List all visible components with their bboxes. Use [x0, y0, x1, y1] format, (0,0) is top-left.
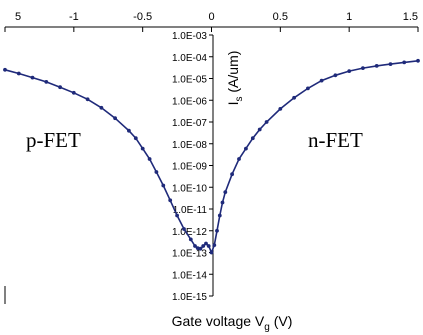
data-point: [193, 244, 197, 248]
y-tick-label: 1.0E-08: [172, 140, 207, 151]
x-tick-label: 0: [208, 11, 214, 23]
y-tick-label: 1.0E-11: [173, 205, 208, 216]
data-point: [154, 170, 159, 174]
data-point: [217, 213, 222, 218]
data-point: [306, 86, 310, 91]
y-tick-label: 1.0E-04: [172, 53, 207, 64]
data-point: [347, 69, 352, 73]
data-point: [230, 172, 235, 177]
x-tick-label: 1: [346, 11, 352, 23]
data-point: [188, 237, 193, 242]
y-tick-label: 1.0E-14: [172, 270, 207, 281]
data-point: [30, 75, 35, 80]
data-point: [71, 90, 76, 95]
y-tick-label: 1.0E-13: [172, 249, 207, 260]
data-point: [58, 85, 62, 90]
data-point: [333, 73, 338, 78]
data-point: [133, 136, 138, 141]
y-tick-label: 1.0E-07: [172, 118, 207, 129]
data-point: [416, 58, 420, 63]
x-tick-label: 0.5: [273, 11, 288, 23]
data-point: [99, 105, 104, 110]
y-tick-label: 1.0E-06: [172, 96, 207, 107]
data-point: [198, 246, 203, 251]
data-point: [113, 116, 117, 121]
y-tick-label: 1.0E-12: [172, 227, 207, 238]
x-tick-label: -1: [69, 11, 79, 23]
y-tick-label: 1.0E-03: [172, 31, 207, 42]
x-tick-label: 1.5: [403, 11, 418, 23]
data-point: [388, 62, 393, 66]
data-point: [16, 71, 21, 76]
data-point: [250, 136, 255, 141]
data-point: [212, 243, 217, 248]
data-point: [264, 120, 269, 124]
data-point: [374, 64, 379, 68]
x-axis: 5 -1 -0.5 0 0.5 1 1.5: [4, 11, 419, 32]
x-axis-title: Gate voltage Vg (V): [172, 313, 293, 333]
data-point: [257, 127, 262, 132]
data-point: [292, 95, 296, 100]
data-point: [175, 213, 180, 218]
data-point: [182, 227, 186, 231]
data-point: [209, 250, 214, 255]
data-point: [206, 244, 211, 248]
y-tick-label: 1.0E-05: [172, 75, 207, 86]
data-point: [223, 190, 228, 195]
data-point: [126, 128, 131, 133]
p-fet-label: p-FET: [26, 128, 81, 152]
data-point: [278, 107, 283, 111]
data-point: [204, 241, 208, 246]
y-tick-label: 1.0E-09: [172, 162, 207, 173]
data-point: [244, 146, 248, 151]
data-point: [220, 200, 225, 205]
n-fet-label: n-FET: [308, 128, 363, 152]
data-point: [215, 228, 219, 233]
data-point: [168, 198, 173, 203]
data-point: [44, 80, 49, 84]
data-point: [147, 157, 152, 161]
data-point: [161, 183, 166, 188]
y-axis-title: Is (A/um): [225, 51, 245, 106]
data-point: [140, 146, 145, 151]
data-point: [361, 66, 365, 70]
data-point: [319, 78, 324, 83]
x-tick-label: -0.5: [133, 11, 152, 23]
data-point: [237, 157, 241, 161]
x-tick-label: 5: [15, 11, 21, 23]
data-point: [3, 67, 7, 72]
data-point: [402, 60, 407, 65]
y-axis: 1.0E-15 1.0E-14 1.0E-13 1.0E-12 1.0E-11 1.0E-…: [172, 31, 214, 303]
series-line: [4, 60, 419, 255]
data-point: [201, 244, 206, 248]
y-tick-label: 1.0E-15: [172, 292, 207, 303]
data-point: [85, 97, 90, 102]
series-layer: [3, 58, 420, 255]
y-tick-label: 1.0E-10: [172, 183, 207, 194]
